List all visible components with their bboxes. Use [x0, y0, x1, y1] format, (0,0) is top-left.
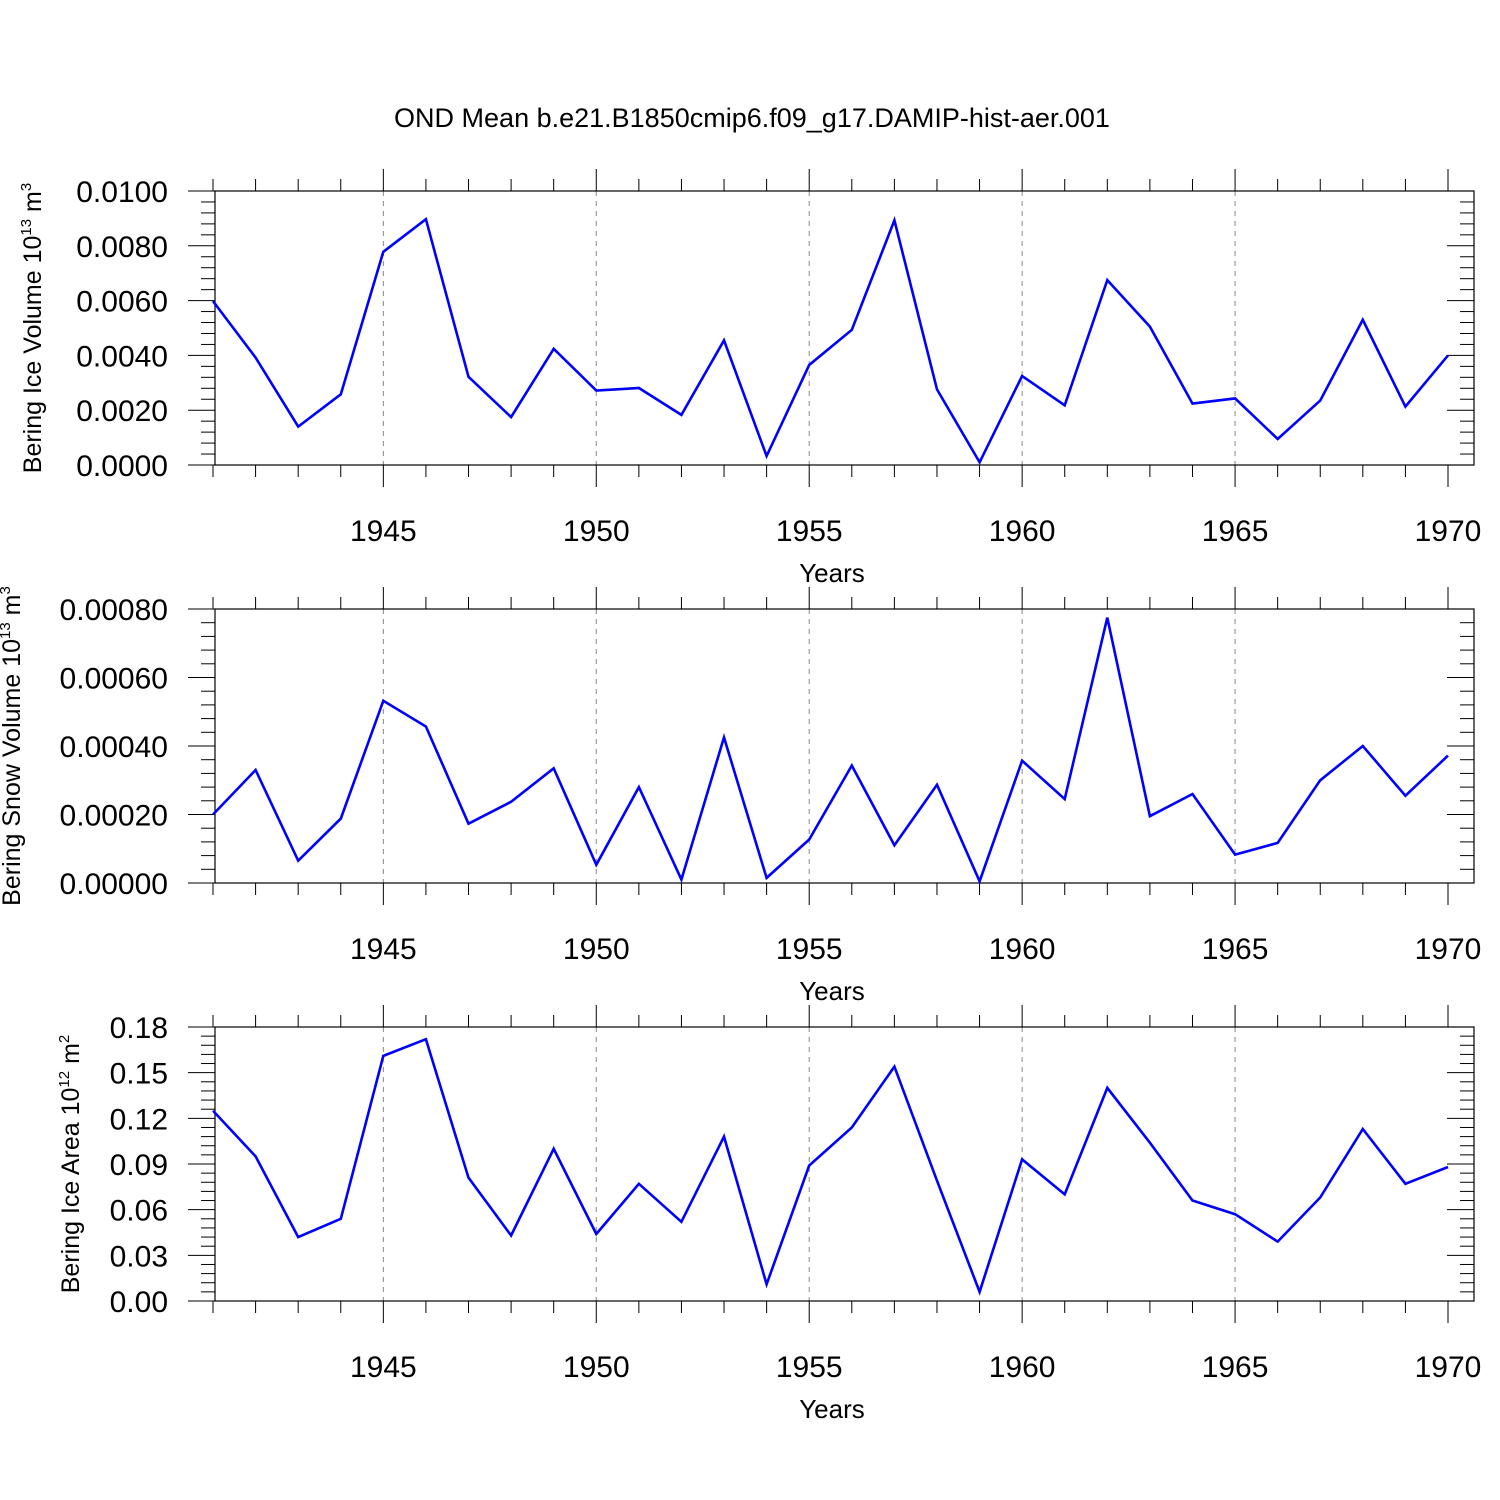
plot-frame [214, 190, 1475, 466]
y-tick-label: 0.03 [110, 1240, 168, 1273]
y-tick-label: 0.00040 [60, 731, 168, 764]
x-tick-label: 1965 [1202, 515, 1269, 548]
series-line-bering-ice-volume [211, 216, 1449, 466]
y-tick-label: 0.12 [110, 1103, 168, 1136]
panels: 0.0000 0.0020 0.0040 0.0060 0.0080 0.0100 1945… [0, 169, 1481, 1424]
x-tick-label: 1970 [1415, 515, 1482, 548]
chart-panel-1: 0.0000 0.0020 0.0040 0.0060 0.0080 0.0100 1945… [18, 169, 1481, 588]
x-tick-label: 1945 [350, 1351, 417, 1384]
y-tick-label: 0.00060 [60, 663, 168, 696]
x-tick-label: 1950 [563, 515, 630, 548]
series-line-bering-snow-volume [212, 617, 1449, 885]
x-tick-label: 1960 [989, 1351, 1056, 1384]
x-tick-label: 1970 [1415, 933, 1482, 966]
x-tick-label: 1945 [350, 515, 417, 548]
plot-frame [214, 1026, 1475, 1302]
y-tick-label: 0.00080 [60, 594, 168, 627]
figure-title: OND Mean b.e21.B1850cmip6.f09_g17.DAMIP-… [394, 103, 1110, 133]
y-tick-label: 0.00 [110, 1286, 168, 1319]
y-tick-label: 0.0020 [76, 395, 168, 428]
chart-panel-2: 0.00000 0.00020 0.00040 0.00060 0.00080 1945 1… [0, 586, 1481, 1006]
plot-frame [214, 608, 1475, 884]
y-tick-label: 0.06 [110, 1195, 168, 1228]
x-axis-label: Years [799, 1394, 865, 1424]
chart-panel-3: 0.00 0.03 0.06 0.09 0.12 0.15 0.18 1945 1950 1955… [56, 1005, 1481, 1424]
y-tick-label: 0.18 [110, 1012, 168, 1045]
y-tick-label: 0.0060 [76, 286, 168, 319]
x-tick-label: 1950 [563, 933, 630, 966]
y-tick-label: 0.0000 [76, 450, 168, 483]
y-axis-label: Bering Ice Volume 1013 m3 [18, 183, 47, 473]
y-axis-label: Bering Snow Volume 1013 m3 [0, 586, 26, 906]
x-tick-label: 1955 [776, 515, 843, 548]
x-tick-label: 1955 [776, 933, 843, 966]
x-tick-label: 1965 [1202, 933, 1269, 966]
x-tick-label: 1960 [989, 933, 1056, 966]
y-tick-label: 0.0080 [76, 231, 168, 264]
series-line-bering-ice-area [212, 1037, 1449, 1296]
x-tick-label: 1945 [350, 933, 417, 966]
y-tick-label: 0.00020 [60, 800, 168, 833]
x-axis-label: Years [799, 558, 865, 588]
x-tick-label: 1970 [1415, 1351, 1482, 1384]
y-tick-label: 0.09 [110, 1149, 168, 1182]
x-tick-label: 1950 [563, 1351, 630, 1384]
x-tick-label: 1960 [989, 515, 1056, 548]
y-tick-label: 0.15 [110, 1058, 168, 1091]
x-tick-label: 1955 [776, 1351, 843, 1384]
y-tick-label: 0.00000 [60, 868, 168, 901]
y-axis-label: Bering Ice Area 1012 m2 [56, 1035, 85, 1294]
y-tick-label: 0.0100 [76, 176, 168, 209]
y-tick-label: 0.0040 [76, 340, 168, 373]
x-axis-label: Years [799, 976, 865, 1006]
x-tick-label: 1965 [1202, 1351, 1269, 1384]
